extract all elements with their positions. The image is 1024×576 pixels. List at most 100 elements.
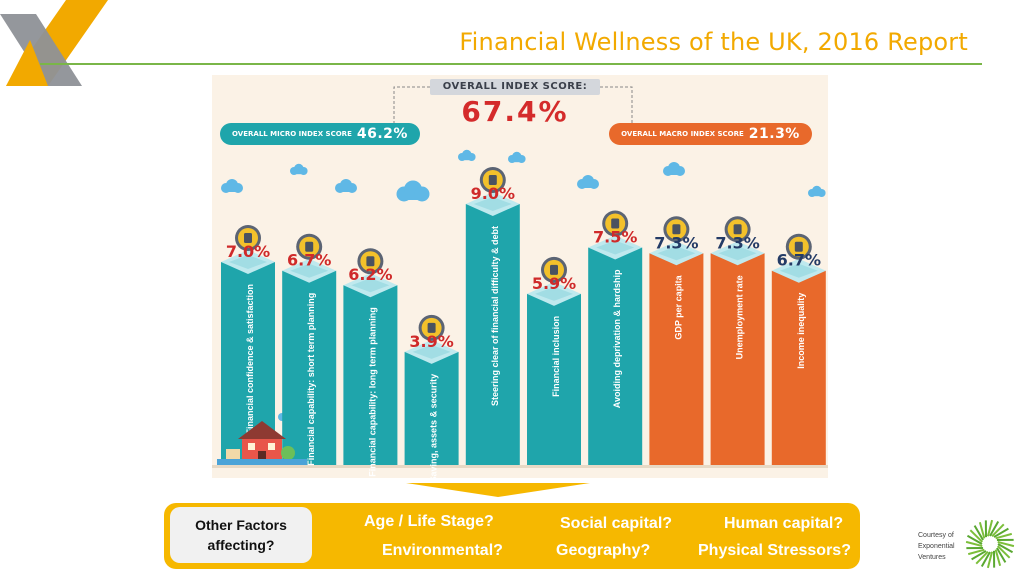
factor-environmental: Environmental?: [382, 542, 503, 559]
company-logo: [0, 0, 108, 86]
bar-cap-inner: [779, 263, 818, 278]
title-divider: [40, 63, 982, 65]
receipt-icon: [602, 210, 629, 237]
other-factors-heading: Other Factors affecting?: [170, 507, 312, 563]
factor-social-capital: Social capital?: [560, 515, 673, 532]
bar: [343, 285, 398, 465]
sunburst-ray: [965, 540, 983, 548]
factor-physical-stressors: Physical Stressors?: [698, 542, 851, 559]
bar: [771, 270, 826, 465]
sunburst-ray: [975, 551, 989, 565]
bar-category-label: Financial capability: short term plannin…: [306, 293, 316, 466]
handshake-icon: [785, 233, 812, 260]
cloud-icon: [221, 179, 243, 193]
gears-icon: [541, 256, 567, 283]
sunburst-ray: [969, 529, 983, 543]
bar: [527, 293, 581, 465]
bar-value-label: 6.2%: [348, 265, 392, 284]
calculator-icon: [296, 233, 323, 260]
macro-index-badge: OVERALL MACRO INDEX SCORE 21.3%: [609, 123, 812, 145]
cloud-icon: [663, 162, 685, 176]
micro-index-label: OVERALL MICRO INDEX SCORE: [232, 130, 352, 138]
bar: [282, 270, 337, 465]
sunburst-ray: [980, 551, 991, 568]
sunburst-ray: [995, 532, 1013, 540]
globe-icon: [663, 216, 690, 243]
bar-cap-inner: [657, 246, 696, 261]
bar: [404, 351, 459, 465]
sunburst-ray: [997, 540, 1015, 548]
courtesy-note: Courtesy of Exponential Ventures: [918, 532, 955, 561]
bar-value-label: 3.9%: [409, 332, 453, 351]
bar-category-label: Financial capability: long term planning: [367, 307, 377, 477]
sunburst-ray: [993, 527, 1009, 538]
bar-value-label: 7.5%: [593, 228, 637, 247]
shield-icon: [418, 314, 445, 341]
other-factors-band: Other Factors affecting? Age / Life Stag…: [164, 503, 860, 569]
bar-cap-inner: [229, 255, 267, 269]
exponential-ventures-logo: [965, 519, 1015, 569]
sunburst-ray: [994, 549, 1002, 567]
card-icon: [479, 167, 506, 193]
micro-index-value: 46.2%: [356, 126, 408, 142]
sunburst-ray: [986, 551, 994, 569]
micro-connector-line: [393, 86, 430, 123]
sunburst-ray: [991, 523, 1005, 537]
factor-age: Age / Life Stage?: [364, 513, 494, 530]
macro-index-label: OVERALL MACRO INDEX SCORE: [621, 130, 744, 138]
bar-category-label: Unemployment rate: [735, 275, 745, 359]
bar-value-label: 7.0%: [226, 242, 270, 261]
bar-value-label: 5.9%: [532, 274, 576, 293]
cloud-icon: [808, 185, 826, 197]
sunburst-ray: [996, 547, 1007, 563]
bar-value-label: 7.3%: [715, 233, 759, 252]
house-illustration: [217, 421, 307, 465]
bar-cap-inner: [290, 263, 329, 278]
bar-cap-inner: [535, 286, 573, 301]
cloud-icon: [458, 149, 476, 161]
overall-index-label: OVERALL INDEX SCORE:: [430, 79, 600, 95]
bar-category-label: Financial inclusion: [551, 316, 561, 397]
bar-value-label: 9.0%: [471, 184, 515, 203]
sunburst-ray: [986, 519, 994, 537]
macro-connector-line: [600, 86, 633, 123]
sunburst-ray: [966, 534, 983, 545]
bar-cap-inner: [412, 344, 451, 359]
down-arrow: [406, 483, 590, 497]
index-infographic: 7.0% Financial confidence & satisfaction 6…: [212, 75, 828, 478]
sunburst-ray: [967, 548, 985, 556]
pound-icon: [235, 225, 261, 251]
index-bar-chart: 7.0% Financial confidence & satisfaction 6…: [212, 86, 828, 478]
slide-title: Financial Wellness of the UK, 2016 Repor…: [459, 28, 968, 56]
cloud-icon: [290, 163, 308, 175]
sunburst-ray: [989, 520, 1000, 537]
macro-index-value: 21.3%: [748, 126, 800, 142]
bar-category-label: Steering clear of financial difficulty &…: [490, 226, 500, 406]
bar: [710, 253, 765, 465]
sunburst-ray: [973, 525, 984, 541]
cloud-icon: [396, 180, 430, 202]
wallet-icon: [357, 248, 384, 275]
cloud-icon: [335, 179, 357, 193]
overall-index-value: 67.4%: [461, 95, 569, 128]
sunburst-ray: [997, 543, 1014, 554]
bar-value-label: 6.7%: [287, 251, 331, 270]
worker-icon: [724, 216, 751, 243]
bar-value-label: 7.3%: [654, 233, 698, 252]
cloud-icon: [508, 151, 526, 163]
bar-category-label: Avoiding deprivation & hardship: [612, 269, 622, 408]
factor-human-capital: Human capital?: [724, 515, 844, 532]
sunburst-ray: [978, 521, 986, 539]
bar-category-label: Income inequality: [796, 293, 806, 369]
micro-index-badge: OVERALL MICRO INDEX SCORE 46.2%: [220, 123, 420, 145]
sunburst-ray: [997, 545, 1011, 559]
bar-value-label: 6.7%: [777, 251, 821, 270]
bar-category-label: Saving, assets & security: [429, 374, 439, 478]
bar: [465, 204, 520, 465]
bar-cap-inner: [718, 246, 757, 261]
bar-category-label: GDP per capita: [673, 274, 683, 339]
cloud-icon: [577, 175, 599, 189]
bar-category-label: Financial confidence & satisfaction: [245, 284, 255, 435]
bar-cap-inner: [596, 240, 635, 255]
sunburst-ray: [971, 550, 987, 561]
